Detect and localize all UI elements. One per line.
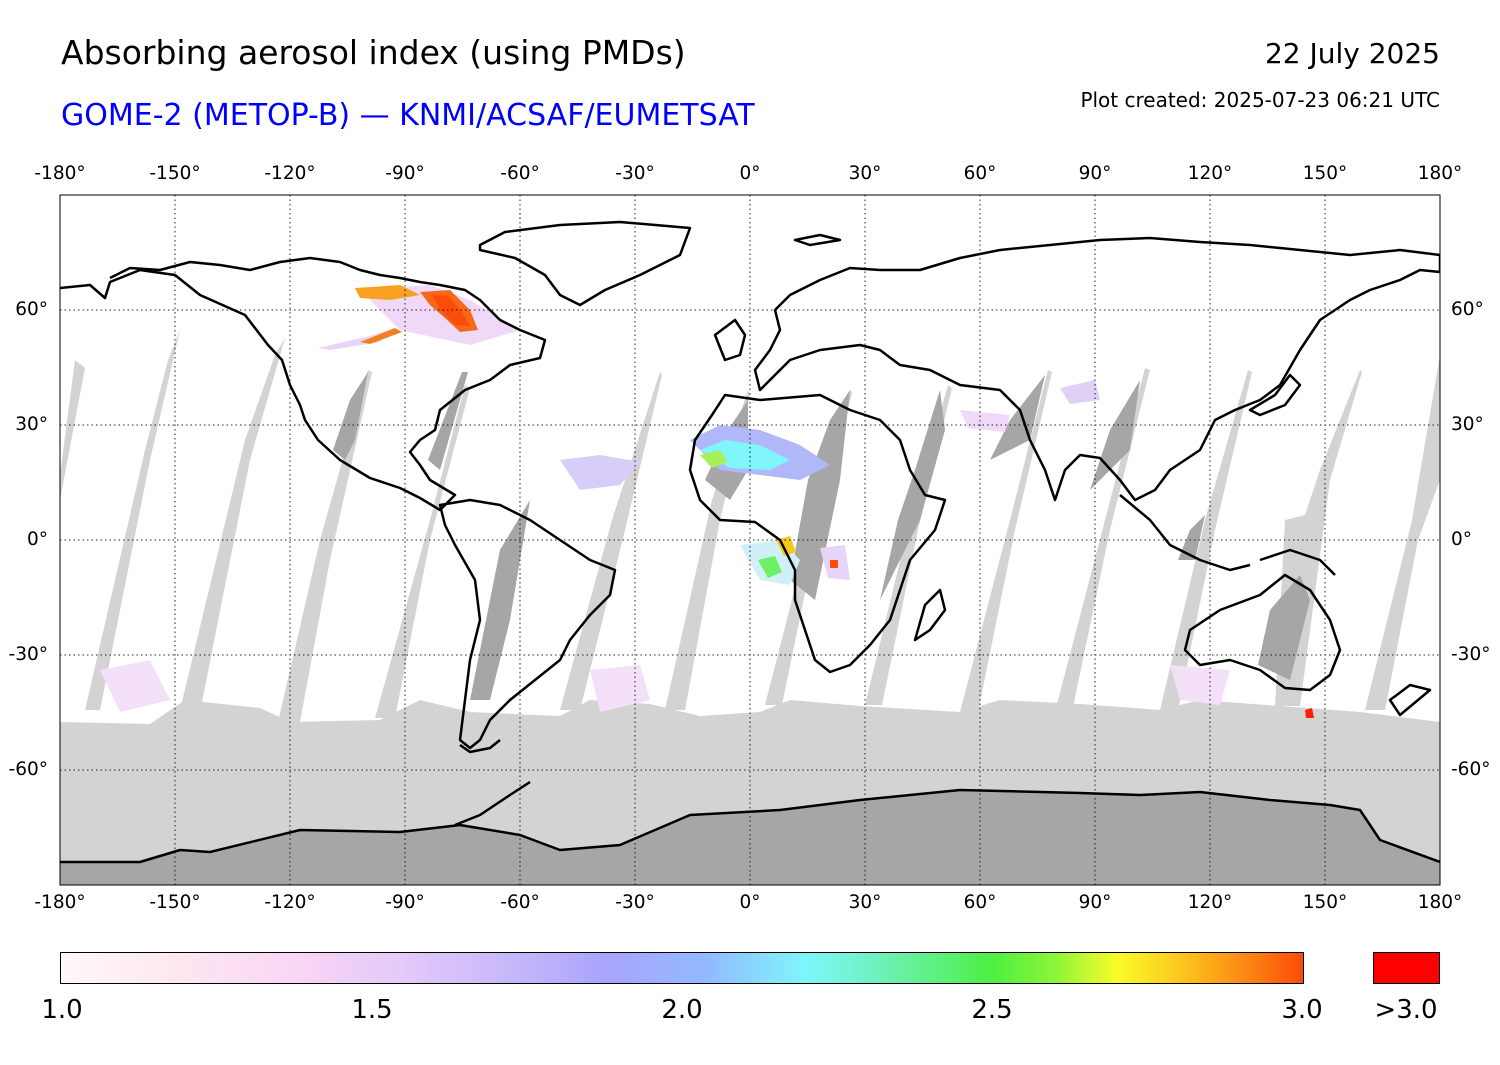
colorbar-label: 2.0 <box>661 995 703 1025</box>
lon-tick-top: 0° <box>739 163 761 184</box>
lon-tick-bottom: 180° <box>1417 892 1463 913</box>
lat-tick-left: -60° <box>8 759 48 780</box>
lat-tick-left: 0° <box>26 529 48 550</box>
lon-tick-bottom: -150° <box>149 892 201 913</box>
graticule <box>60 195 1440 885</box>
aerosol-plumes <box>100 285 1314 718</box>
lon-tick-top: -30° <box>615 163 655 184</box>
lat-tick-right: 0° <box>1451 529 1473 550</box>
lat-tick-left: -30° <box>8 644 48 665</box>
plot-date: 22 July 2025 <box>1264 37 1440 70</box>
lon-tick-top: 120° <box>1187 163 1233 184</box>
lon-tick-top: 180° <box>1417 163 1463 184</box>
lon-tick-top: -120° <box>264 163 316 184</box>
lat-tick-right: -60° <box>1451 759 1491 780</box>
lon-tick-top: -60° <box>500 163 540 184</box>
lon-tick-top: -180° <box>34 163 86 184</box>
map-frame <box>59 194 1441 886</box>
lon-tick-bottom: 0° <box>739 892 761 913</box>
colorbar-label: 3.0 <box>1281 995 1323 1025</box>
lon-tick-top: 150° <box>1302 163 1348 184</box>
colorbar-label: 1.5 <box>351 995 393 1025</box>
coastlines <box>60 220 1440 864</box>
lon-tick-bottom: -90° <box>385 892 425 913</box>
lon-tick-top: -150° <box>149 163 201 184</box>
lon-tick-bottom: 90° <box>1078 892 1112 913</box>
lon-tick-bottom: 30° <box>848 892 882 913</box>
colorbar-over-max-swatch <box>1373 952 1440 984</box>
lon-tick-bottom: -120° <box>264 892 316 913</box>
lat-tick-right: 30° <box>1451 414 1484 435</box>
lon-tick-bottom: -180° <box>34 892 86 913</box>
plot-created-timestamp: Plot created: 2025-07-23 06:21 UTC <box>1080 88 1440 112</box>
lon-tick-top: 30° <box>848 163 882 184</box>
plot-title: Absorbing aerosol index (using PMDs) <box>61 33 686 72</box>
lon-tick-bottom: 150° <box>1302 892 1348 913</box>
lat-tick-left: 30° <box>15 414 48 435</box>
lon-tick-bottom: -60° <box>500 892 540 913</box>
colorbar <box>60 952 1304 984</box>
lat-tick-right: 60° <box>1451 299 1484 320</box>
lat-tick-left: 60° <box>15 299 48 320</box>
colorbar-over-label: >3.0 <box>1374 995 1438 1025</box>
lon-tick-top: 60° <box>963 163 997 184</box>
lon-tick-bottom: -30° <box>615 892 655 913</box>
lon-tick-bottom: 60° <box>963 892 997 913</box>
plot-subtitle: GOME-2 (METOP-B) — KNMI/ACSAF/EUMETSAT <box>61 98 755 133</box>
lon-tick-top: -90° <box>385 163 425 184</box>
lon-tick-top: 90° <box>1078 163 1112 184</box>
lon-tick-bottom: 120° <box>1187 892 1233 913</box>
colorbar-label: 1.0 <box>41 995 83 1025</box>
colorbar-label: 2.5 <box>971 995 1013 1025</box>
lat-tick-right: -30° <box>1451 644 1491 665</box>
